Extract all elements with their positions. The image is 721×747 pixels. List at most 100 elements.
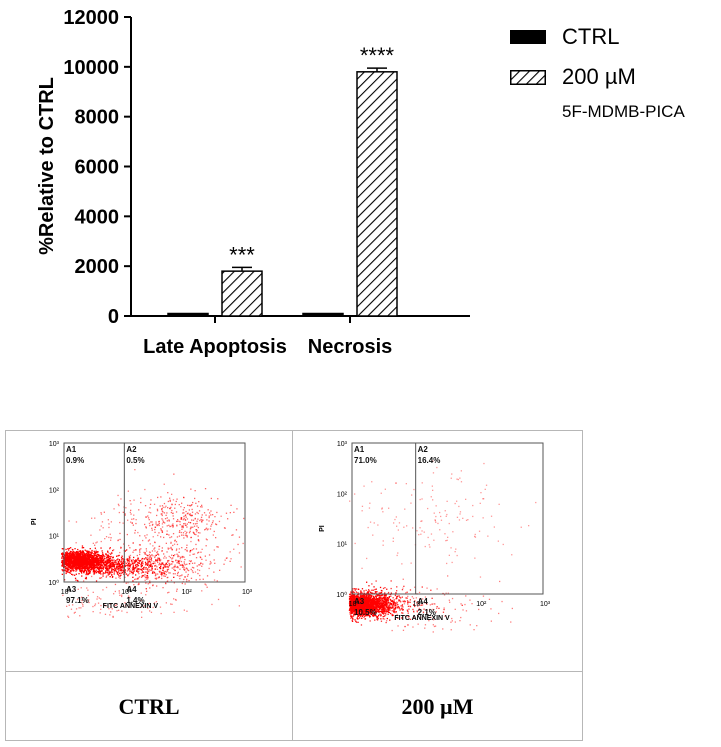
scatter-point — [398, 599, 400, 601]
scatter-point — [67, 565, 70, 568]
scatter-point — [369, 615, 371, 617]
y-tick-label: 8000 — [75, 107, 120, 129]
scatter-point — [371, 604, 373, 606]
scatter-point — [129, 500, 131, 502]
scatter-point — [366, 614, 368, 616]
scatter-point — [180, 531, 182, 534]
scatter-point — [195, 502, 197, 504]
scatter-point — [388, 597, 390, 599]
scatter-point — [186, 580, 188, 582]
scatter-point — [95, 580, 98, 582]
scatter-point — [138, 544, 141, 546]
scatter-point — [188, 513, 191, 516]
scatter-point — [209, 563, 211, 565]
scatter-point — [134, 529, 136, 532]
scatter-point — [86, 556, 88, 558]
scatter-point — [371, 611, 373, 613]
scatter-point — [369, 602, 371, 605]
scatter-point — [116, 563, 118, 565]
scatter-point — [161, 518, 163, 520]
scatter-point — [142, 560, 144, 562]
scatter-point — [124, 561, 126, 563]
scatter-point — [174, 573, 176, 575]
scatter-point — [181, 534, 183, 536]
scatter-point — [192, 523, 195, 525]
scatter-point — [201, 558, 203, 560]
scatter-point — [194, 517, 196, 520]
scatter-point — [80, 558, 82, 561]
scatter-point — [69, 559, 71, 561]
scatter-point — [121, 567, 123, 569]
scatter-point — [67, 567, 69, 569]
scatter-point — [355, 620, 357, 622]
scatter-point — [64, 566, 67, 568]
scatter-point — [168, 524, 170, 526]
scatter-point — [169, 563, 171, 565]
scatter-point — [374, 606, 376, 608]
scatter-point — [371, 589, 373, 591]
scatter-point — [166, 525, 168, 527]
scatter-point — [80, 587, 82, 589]
scatter-point — [68, 560, 70, 562]
scatter-point — [96, 596, 99, 598]
scatter-point — [128, 573, 130, 576]
scatter-point — [66, 552, 68, 555]
scatter-point — [354, 601, 356, 603]
scatter-point — [170, 579, 173, 582]
scatter-point — [83, 567, 85, 569]
scatter-point — [384, 610, 386, 612]
scatter-point — [405, 597, 407, 599]
scatter-point — [156, 524, 158, 527]
scatter-point — [148, 558, 150, 560]
scatter-point — [148, 564, 150, 566]
scatter-point — [368, 596, 370, 599]
scatter-point — [93, 563, 95, 565]
scatter-point — [390, 612, 392, 615]
scatter-point — [354, 588, 356, 590]
scatter-point — [177, 567, 179, 569]
scatter-point — [200, 562, 202, 564]
scatter-point — [77, 566, 79, 568]
scatter-point — [76, 557, 78, 559]
scatter-point — [127, 519, 129, 521]
scatter-point — [62, 570, 64, 572]
scatter-point — [78, 561, 80, 563]
scatter-point — [131, 569, 133, 571]
scatter-point — [377, 615, 379, 618]
scatter-point — [383, 615, 386, 617]
scatter-point — [70, 563, 73, 565]
scatter-point — [149, 555, 151, 557]
scatter-point — [146, 572, 149, 574]
scatter-point — [348, 596, 351, 598]
scatter-point — [69, 567, 71, 569]
scatter-point — [106, 562, 108, 564]
scatter-point — [103, 563, 105, 565]
scatter-point — [412, 608, 414, 611]
scatter-point — [164, 565, 166, 567]
scatter-point — [94, 558, 96, 560]
scatter-point — [132, 568, 134, 570]
scatter-point — [109, 603, 111, 605]
scatter-point — [144, 577, 147, 579]
scatter-point — [155, 578, 157, 580]
scatter-point — [163, 572, 165, 574]
scatter-point — [97, 553, 99, 556]
scatter-point — [172, 573, 175, 575]
scatter-point — [75, 570, 77, 572]
scatter-point — [98, 571, 100, 574]
scatter-point — [371, 602, 373, 604]
scatter-point — [68, 562, 70, 564]
scatter-point — [132, 572, 134, 574]
scatter-point — [220, 515, 222, 517]
scatter-point — [380, 592, 382, 594]
scatter-point — [161, 505, 164, 507]
scatter-point — [77, 560, 79, 562]
scatter-point — [352, 618, 354, 620]
scatter-point — [110, 539, 112, 541]
scatter-point — [127, 490, 129, 492]
scatter-point — [178, 520, 180, 522]
scatter-point — [100, 540, 102, 543]
scatter-point — [181, 525, 183, 527]
scatter-point — [214, 562, 216, 564]
scatter-point — [88, 571, 90, 573]
